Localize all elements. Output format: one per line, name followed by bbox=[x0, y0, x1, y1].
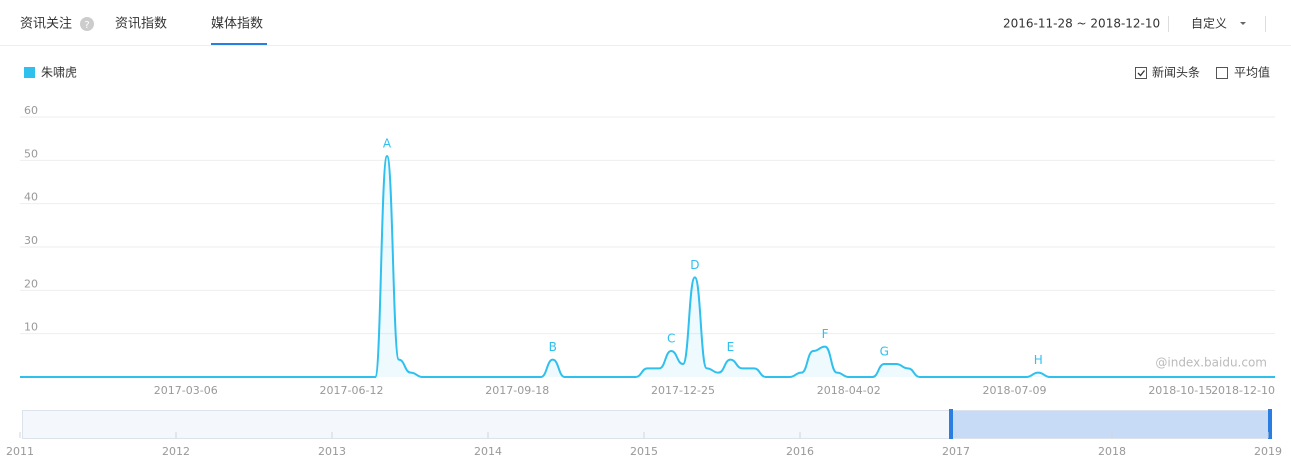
navigator-label: 2011 bbox=[6, 445, 34, 458]
annotation: D bbox=[690, 258, 699, 272]
tab-active[interactable]: 媒体指数 bbox=[211, 17, 263, 32]
dropdown-arrow bbox=[1240, 22, 1246, 25]
annotation: G bbox=[880, 345, 889, 359]
x-tick-label: 2018-07-09 bbox=[983, 384, 1047, 397]
watermark: @index.baidu.com bbox=[1155, 356, 1267, 370]
date-range: 2016-11-28 ~ 2018-12-10 bbox=[1003, 17, 1160, 31]
navigator-label: 2017 bbox=[942, 445, 970, 458]
navigator-label: 2018 bbox=[1098, 445, 1126, 458]
x-tick-label: 2017-12-25 bbox=[651, 384, 715, 397]
legend-label[interactable]: 朱啸虎 bbox=[41, 66, 77, 80]
custom-dropdown[interactable]: 自定义 bbox=[1191, 16, 1227, 31]
x-tick-label: 2017-09-18 bbox=[485, 384, 549, 397]
legend-swatch bbox=[24, 67, 35, 78]
x-tick-label: 2017-06-12 bbox=[320, 384, 384, 397]
annotation: F bbox=[822, 327, 829, 341]
x-tick-label: 2018-04-02 bbox=[817, 384, 881, 397]
y-tick-label: 50 bbox=[24, 147, 38, 160]
annotation: E bbox=[727, 340, 735, 354]
help-icon[interactable] bbox=[80, 17, 94, 31]
navigator-selection[interactable] bbox=[951, 411, 1271, 438]
series-area bbox=[20, 156, 1275, 377]
navigator-label: 2014 bbox=[474, 445, 502, 458]
navigator-label: 2016 bbox=[786, 445, 814, 458]
tab-underline bbox=[211, 43, 267, 45]
x-tick-label: 2018-10-15 bbox=[1148, 384, 1212, 397]
navigator-label: 2015 bbox=[630, 445, 658, 458]
y-tick-label: 10 bbox=[24, 321, 38, 334]
series-line bbox=[20, 154, 1275, 379]
y-tick-label: 30 bbox=[24, 234, 38, 247]
navigator-label: 2013 bbox=[318, 445, 346, 458]
annotation: B bbox=[549, 340, 557, 354]
tab[interactable]: 资讯关注 bbox=[20, 17, 72, 32]
tab[interactable]: 资讯指数 bbox=[115, 17, 167, 32]
navigator-handle[interactable] bbox=[1268, 409, 1272, 439]
y-tick-label: 40 bbox=[24, 191, 38, 204]
checkbox-checked[interactable] bbox=[1135, 67, 1147, 79]
x-tick-label: 2017-03-06 bbox=[154, 384, 218, 397]
annotation: A bbox=[383, 137, 392, 151]
y-tick-label: 60 bbox=[24, 104, 38, 117]
option-label[interactable]: 平均值 bbox=[1234, 65, 1270, 80]
y-tick-label: 20 bbox=[24, 277, 38, 290]
option-label[interactable]: 新闻头条 bbox=[1152, 65, 1200, 80]
annotation: C bbox=[667, 332, 675, 346]
navigator-label: 2012 bbox=[162, 445, 190, 458]
help-mark: ? bbox=[84, 20, 89, 31]
navigator-handle[interactable] bbox=[949, 409, 953, 439]
navigator-label: 2019 bbox=[1254, 445, 1282, 458]
checkmark bbox=[1137, 70, 1146, 77]
x-tick-label: 2018-12-10 bbox=[1211, 384, 1275, 397]
annotation: H bbox=[1034, 353, 1043, 367]
checkbox[interactable] bbox=[1216, 67, 1228, 79]
